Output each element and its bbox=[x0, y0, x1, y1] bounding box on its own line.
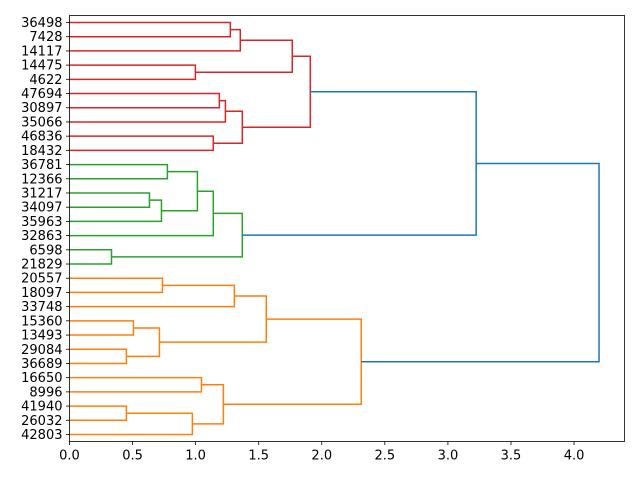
leaf-label: 29084 bbox=[21, 343, 62, 358]
leaf-label: 34097 bbox=[21, 201, 62, 216]
dendrogram-link-55 bbox=[69, 412, 194, 436]
leaf-label: 7428 bbox=[29, 30, 62, 45]
dendrogram-link-52 bbox=[159, 295, 268, 343]
dendrogram-link-51 bbox=[126, 327, 161, 358]
dendrogram-link-32 bbox=[69, 64, 197, 81]
leaf-label: 42803 bbox=[21, 428, 62, 443]
leaf-label: 16650 bbox=[21, 371, 62, 386]
dendrogram-link-43 bbox=[69, 190, 215, 237]
x-tick-label: 4.0 bbox=[564, 449, 585, 464]
dendrogram-link-54 bbox=[69, 405, 128, 422]
dendrogram-link-49 bbox=[69, 320, 135, 336]
leaf-label: 47694 bbox=[21, 87, 62, 102]
dendrogram-link-34 bbox=[69, 92, 221, 109]
leaf-label: 33748 bbox=[21, 300, 62, 315]
dendrogram-link-46 bbox=[242, 91, 477, 236]
x-tick-label: 3.0 bbox=[438, 449, 459, 464]
x-axis-ticks: 0.0 0.5 1.0 1.5 2.0 2.5 3.0 3.5 4.0 bbox=[59, 441, 585, 464]
dendrogram-link-31 bbox=[69, 28, 242, 52]
leaf-label: 36689 bbox=[21, 357, 62, 372]
x-tick-label: 0.5 bbox=[122, 449, 143, 464]
dendrogram-link-38 bbox=[242, 55, 312, 129]
leaf-label: 26032 bbox=[21, 414, 62, 429]
dendrogram-link-30 bbox=[69, 21, 232, 38]
leaf-label: 20557 bbox=[21, 272, 62, 287]
x-tick-label: 2.5 bbox=[374, 449, 395, 464]
leaf-label: 31217 bbox=[21, 186, 62, 201]
dendrogram-link-37 bbox=[213, 110, 244, 145]
dendrogram-link-56 bbox=[192, 384, 225, 425]
leaf-label: 4622 bbox=[29, 73, 62, 88]
leaf-label: 6598 bbox=[29, 243, 62, 258]
x-tick-label: 3.5 bbox=[501, 449, 522, 464]
x-tick-label: 2.0 bbox=[311, 449, 332, 464]
leaf-label: 41940 bbox=[21, 400, 62, 415]
leaf-label: 15360 bbox=[21, 314, 62, 329]
leaf-labels: 3649874281411714475462247694308973506646… bbox=[21, 16, 70, 443]
leaf-label: 12366 bbox=[21, 172, 62, 187]
leaf-label: 18097 bbox=[21, 286, 62, 301]
leaf-label: 13493 bbox=[21, 329, 62, 344]
x-tick-label: 1.5 bbox=[248, 449, 269, 464]
x-tick-label: 1.0 bbox=[185, 449, 206, 464]
leaf-label: 35963 bbox=[21, 215, 62, 230]
dendrogram-link-35 bbox=[69, 99, 227, 123]
leaf-label: 30897 bbox=[21, 101, 62, 116]
dendrogram-link-39 bbox=[69, 163, 169, 180]
dendrogram-link-53 bbox=[69, 376, 203, 393]
leaf-label: 14117 bbox=[21, 44, 62, 59]
leaf-label: 21829 bbox=[21, 258, 62, 273]
dendrogram-link-57 bbox=[223, 318, 363, 406]
leaf-label: 35066 bbox=[21, 115, 62, 130]
dendrogram-link-40 bbox=[69, 192, 151, 208]
leaf-label: 32863 bbox=[21, 229, 62, 244]
dendrogram-link-47 bbox=[69, 277, 164, 294]
dendrogram-link-50 bbox=[69, 348, 128, 365]
leaf-label: 36498 bbox=[21, 16, 62, 31]
dendrogram-link-58 bbox=[361, 162, 600, 363]
dendrogram-links bbox=[69, 21, 600, 436]
dendrogram-link-36 bbox=[69, 135, 215, 152]
leaf-label: 14475 bbox=[21, 59, 62, 74]
plot-area-frame bbox=[69, 15, 625, 442]
leaf-label: 8996 bbox=[29, 385, 62, 400]
x-tick-label: 0.0 bbox=[59, 449, 80, 464]
leaf-label: 46836 bbox=[21, 130, 62, 145]
dendrogram-link-48 bbox=[69, 284, 236, 308]
dendrogram-link-33 bbox=[195, 39, 294, 73]
dendrogram-link-41 bbox=[69, 199, 163, 223]
leaf-label: 36781 bbox=[21, 158, 62, 173]
dendrogram-link-44 bbox=[69, 249, 113, 265]
leaf-label: 18432 bbox=[21, 144, 62, 159]
